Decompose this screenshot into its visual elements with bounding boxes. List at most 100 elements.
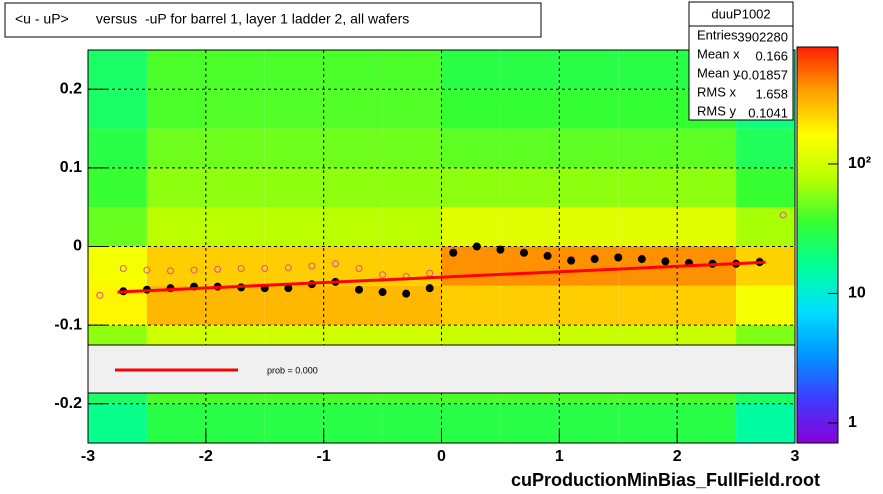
y-tick-label: 0 (73, 238, 82, 255)
heatmap-cell (559, 50, 619, 90)
heatmap-cell (441, 207, 501, 247)
x-tick-label: 1 (555, 448, 564, 465)
heatmap-cell (205, 207, 265, 247)
open-marker (237, 265, 245, 273)
stats-label: RMS x (697, 84, 737, 99)
heatmap-cell (205, 285, 265, 326)
heatmap-cell (736, 285, 795, 326)
marker (661, 257, 670, 266)
heatmap-cell (500, 89, 560, 129)
heatmap-cell (441, 50, 501, 90)
heatmap-cell (559, 246, 619, 286)
open-marker (308, 262, 316, 270)
stats-value: 0.166 (755, 48, 788, 63)
open-marker (379, 271, 387, 279)
heatmap-cell (736, 403, 795, 443)
heatmap-cell (323, 89, 383, 129)
heatmap-cell (88, 246, 147, 286)
heatmap-cell (441, 89, 501, 129)
marker (402, 289, 411, 298)
heatmap-cell (677, 207, 737, 247)
y-tick-label: -0.1 (54, 316, 82, 333)
heatmap-cell (323, 207, 383, 247)
heatmap-cell (264, 89, 324, 129)
heatmap-cell (677, 403, 737, 443)
heatmap-cell (264, 128, 324, 168)
heatmap-cell (677, 167, 737, 208)
heatmap-cell (382, 89, 442, 129)
heatmap-cell (88, 403, 147, 443)
heatmap-cell (559, 403, 619, 443)
heatmap-cell (382, 50, 442, 90)
stats-label: RMS y (697, 103, 737, 118)
footer: cuProductionMinBias_FullField.root (511, 470, 820, 490)
heatmap-cell (146, 50, 206, 90)
x-tick-label: 3 (791, 448, 800, 465)
heatmap-cell (382, 403, 442, 443)
fit-line (117, 260, 766, 294)
heatmap-cell (264, 207, 324, 247)
open-marker (166, 267, 174, 275)
x-tick-label: -3 (81, 448, 95, 465)
heatmap-cell (264, 50, 324, 90)
open-marker (190, 266, 198, 274)
heatmap-cell (441, 403, 501, 443)
marker (449, 248, 458, 257)
heatmap-cell (323, 403, 383, 443)
heatmap-cell (323, 50, 383, 90)
y-tick-label: 0.2 (60, 81, 82, 98)
heatmap-cell (88, 128, 147, 168)
marker (472, 242, 481, 251)
heatmap-cell (205, 128, 265, 168)
heatmap-cell (500, 207, 560, 247)
heatmap-cell (500, 128, 560, 168)
heatmap-cell (205, 50, 265, 90)
heatmap-cell (441, 285, 501, 326)
marker (637, 255, 646, 264)
heatmap-cell (88, 89, 147, 129)
open-marker (355, 265, 363, 273)
marker (425, 284, 434, 293)
x-tick-label: -1 (317, 448, 331, 465)
heatmap-cell (382, 285, 442, 326)
z-tick-label: 1 (848, 414, 857, 431)
title-box (4, 2, 542, 38)
stats-value: 3902280 (737, 29, 788, 44)
heatmap-cell (323, 128, 383, 168)
heatmap-cell (88, 50, 147, 90)
stats-label: Entries (697, 27, 738, 42)
heatmap-cell (500, 403, 560, 443)
open-marker (214, 265, 222, 273)
heatmap-cell (146, 403, 206, 443)
stats-title: duuP1002 (711, 6, 770, 21)
heatmap-cell (88, 167, 147, 208)
heatmap-cell (146, 246, 206, 286)
heatmap-cell (146, 285, 206, 326)
open-marker (331, 260, 339, 268)
heatmap-cell (618, 167, 678, 208)
stats-value: 1.658 (755, 86, 788, 101)
heatmap-cell (618, 128, 678, 168)
heatmap-cell (441, 167, 501, 208)
heatmap-cell (264, 167, 324, 208)
heatmap-cell (736, 128, 795, 168)
chart-title: <u - uP> versus -uP for barrel 1, layer … (15, 11, 409, 27)
heatmap-cell (618, 403, 678, 443)
open-marker (261, 265, 269, 273)
x-tick-label: 0 (437, 448, 446, 465)
marker (519, 248, 528, 257)
heatmap-cell (382, 167, 442, 208)
heatmap-cell (559, 207, 619, 247)
heatmap-cell (500, 50, 560, 90)
x-tick-label: 2 (673, 448, 682, 465)
heatmap-cell (500, 167, 560, 208)
heatmap-cell (677, 285, 737, 326)
stats-label: Mean y (697, 65, 740, 80)
y-tick-label: -0.2 (54, 395, 82, 412)
legend-label: prob = 0.000 (267, 365, 318, 375)
heatmap-cell (736, 167, 795, 208)
heatmap-cell (88, 207, 147, 247)
y-tick-label: 0.1 (60, 159, 82, 176)
heatmap-cell (205, 403, 265, 443)
